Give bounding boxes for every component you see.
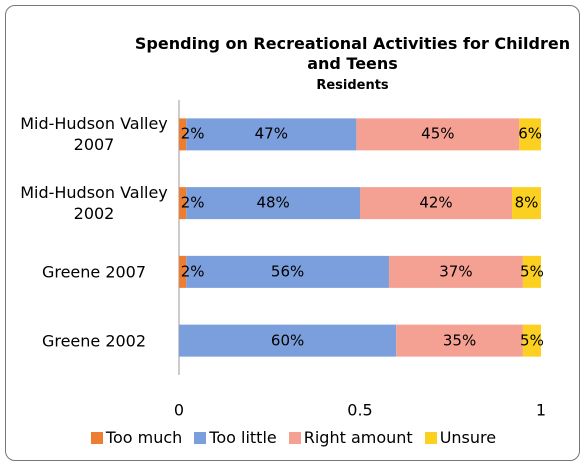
chart-frame bbox=[5, 5, 580, 461]
bar-segment bbox=[356, 118, 520, 151]
legend-swatch bbox=[424, 431, 437, 444]
data-label: 35% bbox=[442, 331, 477, 350]
legend-swatch bbox=[90, 431, 103, 444]
data-label: 2% bbox=[180, 262, 205, 281]
bar-segment bbox=[519, 118, 541, 151]
data-label: 5% bbox=[520, 331, 544, 350]
data-label: 60% bbox=[270, 331, 305, 350]
legend-swatch bbox=[194, 431, 207, 444]
legend-item: Right amount bbox=[288, 428, 413, 447]
chart-subtitle: Residents bbox=[316, 78, 389, 93]
legend-item: Too much bbox=[90, 428, 183, 447]
data-label: 47% bbox=[254, 124, 288, 143]
legend-label: Unsure bbox=[439, 428, 497, 447]
bar-segment bbox=[179, 255, 187, 288]
legend-item: Unsure bbox=[424, 428, 497, 447]
data-label: 2% bbox=[180, 193, 205, 212]
bar-segment bbox=[522, 255, 541, 288]
x-tick-label: 0 bbox=[173, 400, 185, 420]
bar-segment bbox=[388, 255, 523, 288]
data-label: 2% bbox=[180, 124, 205, 143]
bar-segment bbox=[186, 255, 389, 288]
bar-segment bbox=[179, 324, 397, 357]
bar-segment bbox=[179, 118, 187, 151]
bar-segment bbox=[179, 187, 187, 220]
bar-segment bbox=[360, 187, 513, 220]
legend-label: Too much bbox=[105, 428, 183, 447]
data-label: 37% bbox=[439, 262, 473, 281]
data-label: 6% bbox=[518, 124, 543, 143]
x-tick-label: 0.5 bbox=[347, 400, 373, 420]
data-label: 45% bbox=[421, 124, 455, 143]
data-label: 42% bbox=[419, 193, 453, 212]
bar-segment bbox=[512, 187, 541, 220]
y-tick-label: Greene 2007 bbox=[41, 262, 147, 282]
y-tick-label: Mid-Hudson Valley 2002 bbox=[20, 183, 168, 224]
data-label: 8% bbox=[514, 193, 539, 212]
data-label: 5% bbox=[520, 262, 544, 281]
legend-swatch bbox=[288, 431, 301, 444]
bar-segment bbox=[396, 324, 523, 357]
y-tick-label: Greene 2002 bbox=[41, 331, 147, 351]
x-tick-label: 1 bbox=[535, 400, 547, 420]
legend-item: Too little bbox=[194, 428, 277, 447]
bar-segment bbox=[186, 187, 360, 220]
y-tick-label: Mid-Hudson Valley 2007 bbox=[20, 114, 168, 155]
legend-label: Right amount bbox=[303, 428, 413, 447]
legend-label: Too little bbox=[209, 428, 277, 447]
legend: Too much Too little Right amount Unsure bbox=[0, 428, 587, 447]
bar-segment bbox=[186, 118, 357, 151]
bar-segment bbox=[522, 324, 541, 357]
data-label: 56% bbox=[270, 262, 305, 281]
data-label: 48% bbox=[256, 193, 290, 212]
chart-title: Spending on Recreational Activities for … bbox=[134, 34, 571, 73]
